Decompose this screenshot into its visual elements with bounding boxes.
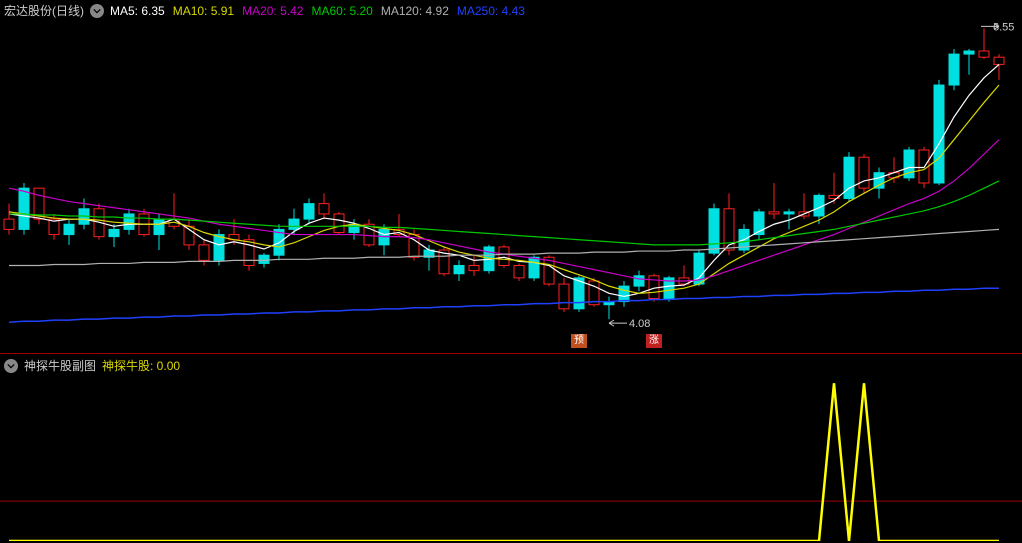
sub-header-row: 神探牛股副图 神探牛股: 0.00 [4, 357, 180, 374]
chevron-down-icon[interactable] [90, 4, 104, 18]
stock-title: 宏达股份(日线) [4, 2, 84, 19]
main-candlestick-panel[interactable]: 宏达股份(日线) MA5: 6.35 MA10: 5.91 MA20: 5.42 MA… [0, 0, 1022, 354]
ma-label: MA10: 5.91 [173, 4, 234, 18]
stock-chart-container: 宏达股份(日线) MA5: 6.35 MA10: 5.91 MA20: 5.42 MA… [0, 0, 1022, 543]
sub-chart-svg [0, 355, 1022, 541]
chart-marker: 预 [571, 334, 587, 348]
chart-marker: 涨 [646, 334, 662, 348]
main-chart-svg: 4.08 6.55 [0, 0, 1022, 348]
ma-label: MA60: 5.20 [311, 4, 372, 18]
main-header-row: 宏达股份(日线) MA5: 6.35 MA10: 5.91 MA20: 5.42 MA… [4, 2, 533, 19]
svg-text:6.55: 6.55 [993, 21, 1014, 33]
sub-indicator-panel[interactable]: 神探牛股副图 神探牛股: 0.00 [0, 355, 1022, 543]
sub-title: 神探牛股副图 [24, 357, 96, 374]
ma-label: MA5: 6.35 [110, 4, 165, 18]
ma-label: MA20: 5.42 [242, 4, 303, 18]
svg-text:4.08: 4.08 [629, 318, 650, 330]
ma-label: MA250: 4.43 [457, 4, 525, 18]
sub-indicator-label: 神探牛股: 0.00 [102, 357, 180, 374]
ma-label: MA120: 4.92 [381, 4, 449, 18]
chevron-down-icon[interactable] [4, 359, 18, 373]
